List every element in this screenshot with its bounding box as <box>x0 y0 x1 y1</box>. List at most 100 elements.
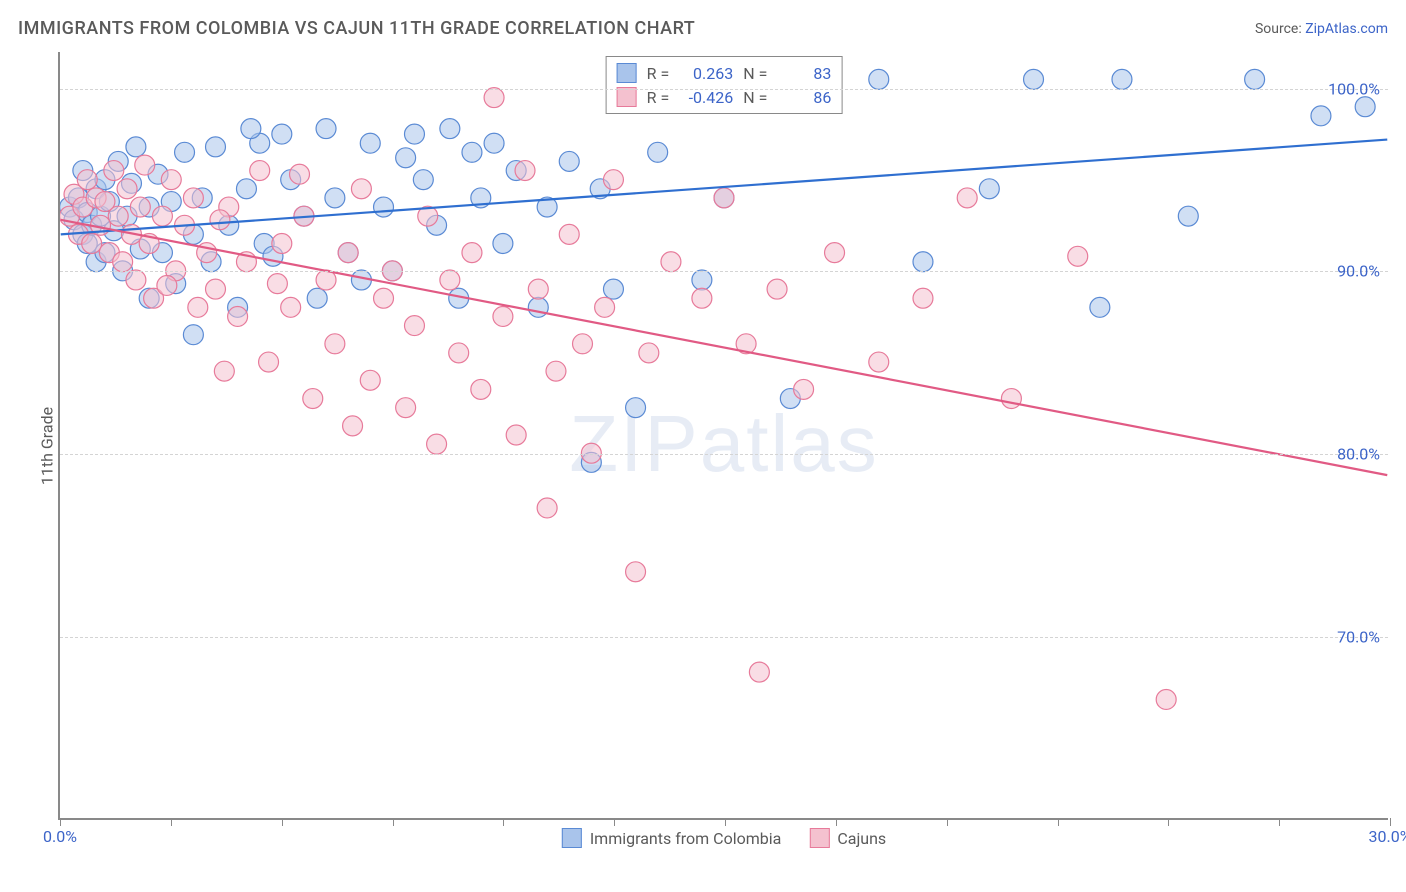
legend-swatch <box>617 63 637 83</box>
legend-n-label: N = <box>743 64 767 83</box>
source-prefix: Source: <box>1255 21 1305 37</box>
scatter-point <box>82 234 102 254</box>
x-tick <box>171 818 172 826</box>
trend-line <box>61 140 1388 235</box>
scatter-point <box>869 69 889 89</box>
scatter-point <box>338 243 358 263</box>
scatter-point <box>130 197 150 217</box>
scatter-point <box>1068 246 1088 266</box>
scatter-point <box>661 252 681 272</box>
scatter-point <box>95 243 115 263</box>
watermark: ZIPatlas <box>569 398 878 490</box>
scatter-point <box>272 234 292 254</box>
scatter-point <box>95 192 115 212</box>
x-tick <box>393 818 394 826</box>
scatter-point <box>913 288 933 308</box>
legend-swatch <box>809 828 829 848</box>
scatter-point <box>267 274 287 294</box>
scatter-point <box>183 188 203 208</box>
source-link[interactable]: ZipAtlas.com <box>1305 21 1388 37</box>
gridline <box>60 89 1388 90</box>
scatter-point <box>316 270 336 290</box>
legend-n-label: N = <box>743 88 767 107</box>
scatter-point <box>91 206 111 226</box>
scatter-point <box>714 188 734 208</box>
scatter-point <box>294 206 314 226</box>
chart-header: IMMIGRANTS FROM COLOMBIA VS CAJUN 11TH G… <box>18 18 1388 39</box>
scatter-point <box>77 170 97 190</box>
scatter-point <box>351 179 371 199</box>
scatter-point <box>1245 69 1265 89</box>
scatter-point <box>91 215 111 235</box>
x-tick <box>1168 818 1169 826</box>
scatter-point <box>281 170 301 190</box>
scatter-point <box>714 188 734 208</box>
scatter-point <box>241 119 261 139</box>
scatter-point <box>581 452 601 472</box>
scatter-point <box>219 215 239 235</box>
scatter-point <box>68 224 88 244</box>
scatter-point <box>64 210 84 230</box>
watermark-atlas: atlas <box>700 399 879 488</box>
scatter-point <box>546 361 566 381</box>
scatter-point <box>767 279 787 299</box>
scatter-point <box>166 274 186 294</box>
scatter-point <box>440 119 460 139</box>
scatter-point <box>471 188 491 208</box>
scatter-point <box>64 184 84 204</box>
scatter-point <box>957 188 977 208</box>
scatter-point <box>161 192 181 212</box>
scatter-point <box>228 297 248 317</box>
scatter-point <box>1024 69 1044 89</box>
legend-correlation-row: R =0.263N =83 <box>617 61 832 85</box>
scatter-point <box>250 133 270 153</box>
legend-n-value: 83 <box>777 64 831 83</box>
scatter-point <box>73 161 93 181</box>
scatter-point <box>374 288 394 308</box>
chart-svg <box>60 52 1388 818</box>
scatter-point <box>157 275 177 295</box>
scatter-point <box>493 234 513 254</box>
scatter-point <box>692 270 712 290</box>
legend-series-item: Immigrants from Colombia <box>562 828 782 848</box>
scatter-point <box>104 221 124 241</box>
scatter-point <box>639 343 659 363</box>
scatter-point <box>161 170 181 190</box>
scatter-point <box>595 297 615 317</box>
scatter-point <box>219 197 239 217</box>
scatter-point <box>626 398 646 418</box>
scatter-point <box>86 252 106 272</box>
scatter-point <box>236 252 256 272</box>
scatter-point <box>603 170 623 190</box>
scatter-point <box>537 498 557 518</box>
legend-swatch <box>562 828 582 848</box>
scatter-point <box>590 179 610 199</box>
x-tick <box>60 818 61 826</box>
scatter-point <box>210 210 230 230</box>
scatter-point <box>1112 69 1132 89</box>
scatter-point <box>95 170 115 190</box>
y-tick-label: 90.0% <box>1337 262 1380 281</box>
y-tick-label: 100.0% <box>1328 79 1380 98</box>
watermark-zip: ZIP <box>569 399 699 488</box>
y-tick-label: 70.0% <box>1337 628 1380 647</box>
scatter-point <box>206 279 226 299</box>
scatter-point <box>405 124 425 144</box>
scatter-point <box>113 252 133 272</box>
scatter-point <box>1178 206 1198 226</box>
scatter-point <box>559 151 579 171</box>
x-tick <box>1390 818 1391 826</box>
scatter-point <box>515 161 535 181</box>
scatter-point <box>913 252 933 272</box>
scatter-point <box>73 224 93 244</box>
scatter-point <box>290 164 310 184</box>
scatter-point <box>794 379 814 399</box>
scatter-point <box>117 179 137 199</box>
y-tick-label: 80.0% <box>1337 445 1380 464</box>
x-tick <box>947 818 948 826</box>
scatter-point <box>126 137 146 157</box>
legend-series-label: Cajuns <box>837 829 886 848</box>
scatter-point <box>869 352 889 372</box>
scatter-point <box>201 252 221 272</box>
scatter-point <box>214 361 234 381</box>
